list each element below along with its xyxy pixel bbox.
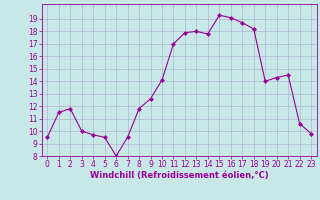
X-axis label: Windchill (Refroidissement éolien,°C): Windchill (Refroidissement éolien,°C) — [90, 171, 268, 180]
